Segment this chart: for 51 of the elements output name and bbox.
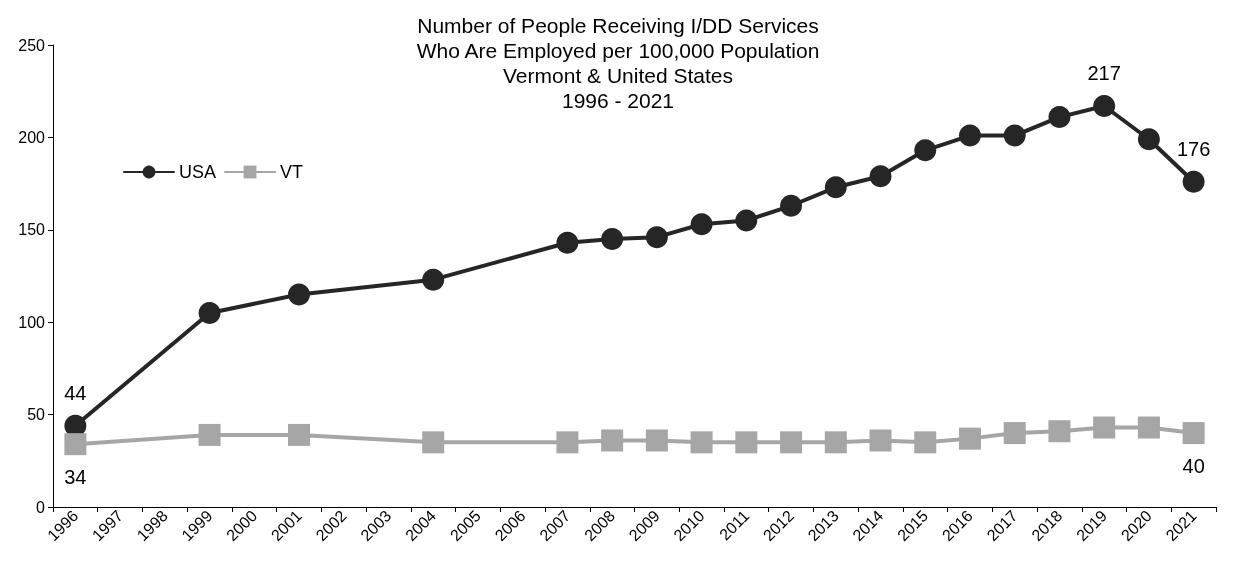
point xyxy=(601,228,624,251)
point xyxy=(1003,124,1026,147)
point xyxy=(869,165,892,188)
point xyxy=(1182,170,1205,193)
point xyxy=(780,194,803,217)
y-tick-label: 200 xyxy=(18,128,46,146)
data-label: 176 xyxy=(1176,137,1211,160)
y-tick-label: 250 xyxy=(18,36,46,54)
point xyxy=(198,301,221,324)
data-label: 40 xyxy=(1182,455,1205,478)
point xyxy=(735,209,758,232)
legend-label: USA xyxy=(179,162,217,182)
y-tick-label: 0 xyxy=(36,498,46,516)
point xyxy=(288,283,311,306)
y-tick-label: 100 xyxy=(18,313,46,331)
y-tick-label: 150 xyxy=(18,221,46,239)
data-label: 34 xyxy=(64,466,87,489)
point xyxy=(288,423,311,446)
legend-label: VT xyxy=(280,162,304,182)
point xyxy=(1048,106,1071,129)
point xyxy=(198,423,221,446)
point xyxy=(556,231,579,254)
point xyxy=(958,427,981,450)
chart-title: Number of People Receiving I/DD Services Who Are Employed per 100,000 Population Vermont & United States 1996 - 2021 xyxy=(416,14,820,112)
point xyxy=(914,139,937,162)
point xyxy=(422,268,445,291)
data-label: 44 xyxy=(64,381,87,404)
point xyxy=(645,226,668,249)
point xyxy=(959,124,981,147)
point xyxy=(869,429,892,452)
point xyxy=(1137,416,1160,439)
point xyxy=(690,213,713,236)
point xyxy=(1137,128,1160,151)
y-tick-label: 50 xyxy=(27,406,46,424)
point xyxy=(1093,94,1116,117)
point xyxy=(1182,422,1205,445)
point xyxy=(780,431,803,454)
point xyxy=(824,431,847,454)
point xyxy=(601,429,624,452)
point xyxy=(824,176,847,199)
point xyxy=(645,429,668,452)
point xyxy=(1048,420,1071,443)
point xyxy=(556,431,579,454)
point xyxy=(1093,416,1116,439)
point xyxy=(735,431,758,454)
point xyxy=(1003,422,1026,445)
data-label: 217 xyxy=(1087,61,1121,84)
point xyxy=(422,431,445,454)
point xyxy=(64,433,87,456)
point xyxy=(690,431,713,454)
point xyxy=(914,431,937,454)
